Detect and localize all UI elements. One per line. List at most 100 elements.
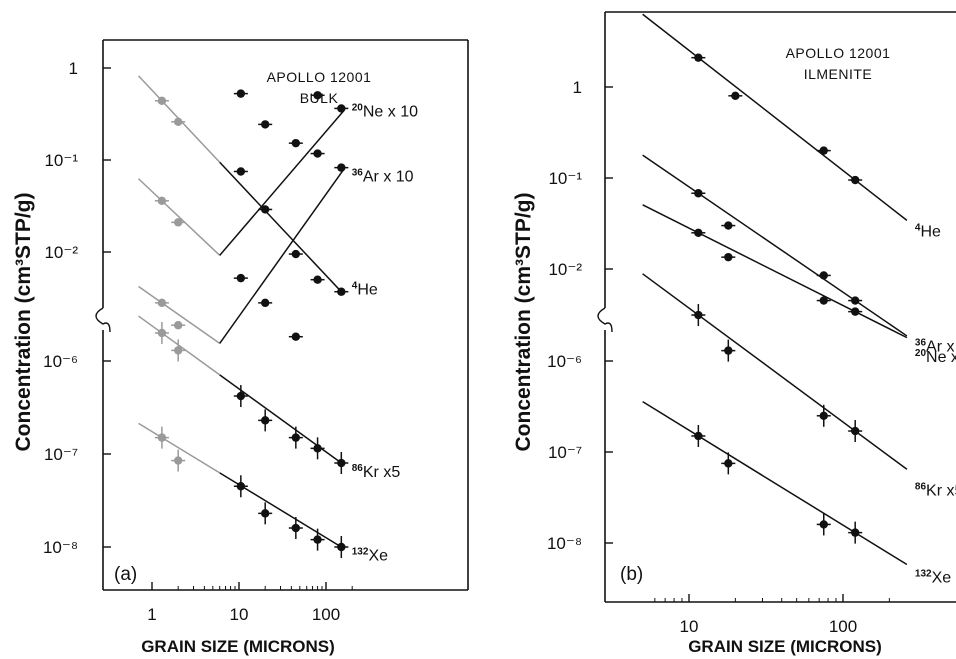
data-point: [291, 332, 301, 341]
data-point: [173, 321, 183, 330]
data-point: [724, 221, 733, 230]
panel-a-y-tick-label: 10⁻⁷: [44, 445, 78, 464]
data-point: [260, 509, 270, 518]
panel-b-y-tick-label: 10⁻⁸: [547, 534, 582, 553]
fit-line: [219, 168, 345, 344]
fit-line: [642, 13, 908, 221]
fit-line: [219, 161, 345, 295]
data-point: [313, 535, 322, 544]
series-0: 4He: [642, 13, 941, 240]
data-point: [313, 149, 322, 158]
data-point: [173, 117, 183, 127]
data-point: [157, 433, 167, 442]
data-point: [157, 328, 167, 338]
data-point: [850, 528, 860, 537]
data-point: [850, 426, 860, 436]
series-1: 20Ne x 10: [642, 154, 956, 366]
series-3: 86Kr x5: [138, 315, 401, 481]
data-point: [694, 431, 703, 441]
data-point: [694, 228, 703, 237]
data-point: [337, 458, 346, 468]
series-label: 4He: [352, 280, 378, 298]
data-point: [337, 163, 346, 172]
fit-line: [642, 154, 908, 337]
series-label: 36Ar x 10: [915, 338, 956, 356]
data-point: [694, 189, 703, 198]
data-point: [850, 296, 860, 305]
panel-b-y-tick-label: 1: [573, 78, 582, 97]
panel-a-axis-break: [95, 307, 111, 333]
data-point: [157, 196, 167, 206]
data-point: [850, 175, 860, 185]
series-label: 4He: [915, 222, 941, 240]
panel-b-title-line-2: ILMENITE: [804, 66, 873, 82]
panel-a: 1 10 100 1 10⁻¹ 10⁻² 10⁻⁶ 10⁻⁷ 10⁻⁸ 4He 20Ne x 1…: [12, 39, 469, 656]
data-point: [157, 96, 167, 106]
panel-a-x-tick-label: 100: [312, 605, 340, 624]
panel-a-x-label: GRAIN SIZE (MICRONS): [141, 637, 335, 656]
data-point: [819, 296, 828, 305]
data-point: [337, 542, 346, 552]
data-point: [724, 459, 733, 468]
data-point: [819, 271, 828, 280]
data-point: [819, 146, 828, 155]
fit-line-grey: [138, 285, 221, 345]
series-label: 132Xe: [352, 546, 388, 564]
panel-a-x-tick-label: 1: [147, 605, 156, 624]
panel-b-y-tick-label: 10⁻⁷: [548, 443, 582, 462]
panel-a-y-tick-label: 10⁻⁶: [43, 352, 78, 371]
panel-b-title-line-1: APOLLO 12001: [786, 45, 891, 61]
data-point: [157, 298, 167, 308]
fit-line: [219, 374, 345, 466]
panel-a-y-tick-label: 1: [69, 59, 78, 78]
data-point: [819, 411, 828, 420]
panel-a-x-tick-label: 10: [230, 605, 249, 624]
series-3: 86Kr x5: [642, 273, 956, 499]
data-point: [337, 287, 346, 296]
series-label: 132Xe: [915, 568, 951, 586]
data-point: [731, 91, 740, 101]
series-label: 36Ar x 10: [352, 167, 414, 185]
panel-a-y-tick-label: 10⁻²: [44, 243, 78, 262]
data-point: [236, 89, 246, 98]
data-point: [313, 91, 322, 100]
series-label: 86Kr x5: [352, 463, 401, 481]
panel-b-y-label: Concentration (cm³STP/g): [512, 192, 535, 451]
panel-b-y-tick-label: 10⁻⁶: [547, 352, 582, 371]
series-4: 132Xe: [138, 422, 388, 564]
data-point: [291, 433, 301, 442]
data-point: [724, 252, 733, 262]
fit-line: [642, 401, 908, 566]
series-2: 36Ar x 10: [642, 204, 956, 356]
data-point: [260, 298, 270, 308]
panel-b-label: (b): [620, 564, 643, 585]
data-point: [291, 249, 301, 259]
data-point: [694, 53, 703, 62]
data-point: [260, 416, 270, 425]
fit-line: [642, 204, 908, 339]
panel-b-x-tick-label: 100: [829, 617, 857, 636]
data-point: [313, 275, 322, 284]
series-label: 20Ne x 10: [352, 103, 418, 121]
data-point: [694, 310, 703, 320]
series-label: 86Kr x5: [915, 481, 956, 499]
data-point: [850, 307, 860, 316]
data-point: [236, 391, 246, 401]
series-1: 20Ne x 10: [138, 91, 418, 341]
series-0: 4He: [137, 75, 378, 298]
series-4: 132Xe: [642, 401, 951, 586]
series-label: 20Ne x 10: [915, 348, 956, 366]
panel-b-y-tick-label: 10⁻²: [548, 260, 582, 279]
data-point: [819, 520, 828, 529]
data-point: [291, 523, 301, 533]
data-point: [173, 218, 183, 227]
data-point: [236, 482, 246, 491]
panel-b: 10 100 1 10⁻¹ 10⁻² 10⁻⁶ 10⁻⁷ 10⁻⁸ 4He 20Ne x 10…: [512, 11, 956, 656]
panel-a-y-tick-label: 10⁻¹: [44, 151, 78, 170]
fit-line-grey: [138, 315, 221, 376]
panel-a-label: (a): [114, 564, 137, 585]
data-point: [236, 273, 246, 283]
panel-a-title-line-1: APOLLO 12001: [267, 69, 372, 85]
fit-line-grey: [138, 178, 221, 256]
